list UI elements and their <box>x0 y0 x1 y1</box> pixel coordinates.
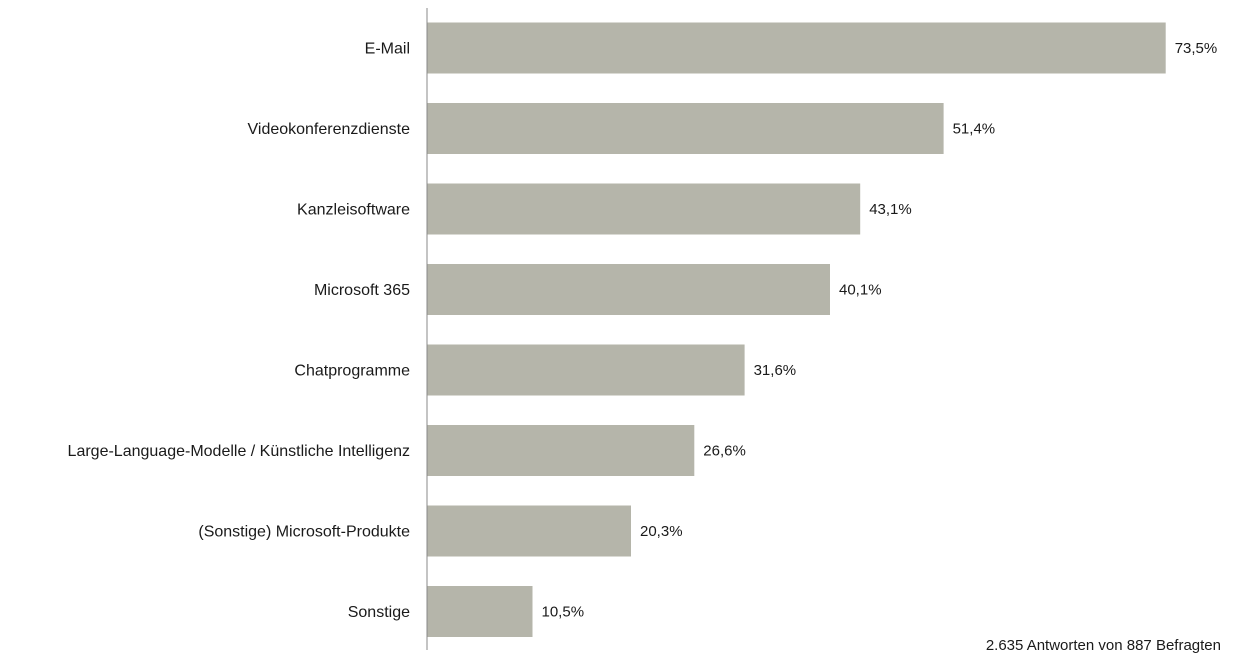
value-label-2: 43,1% <box>869 201 912 218</box>
bar-7 <box>427 586 533 637</box>
value-label-7: 10,5% <box>542 604 585 621</box>
value-label-5: 26,6% <box>703 443 746 460</box>
value-label-4: 31,6% <box>754 362 797 379</box>
value-label-6: 20,3% <box>640 523 683 540</box>
labels-layer: E-Mail 73,5% Videokonferenzdienste 51,4% Kan… <box>68 40 1218 621</box>
category-label-7: Sonstige <box>348 604 410 621</box>
category-label-3: Microsoft 365 <box>314 282 410 299</box>
bar-3 <box>427 264 830 315</box>
bar-6 <box>427 505 631 557</box>
category-label-6: (Sonstige) Microsoft-Produkte <box>198 524 410 541</box>
category-label-1: Videokonferenzdienste <box>248 121 411 138</box>
bar-1 <box>427 103 944 154</box>
category-label-5: Large-Language-Modelle / Künstliche Inte… <box>68 443 410 460</box>
bar-5 <box>427 425 695 476</box>
bars-layer <box>427 22 1166 637</box>
bar-0 <box>427 22 1166 74</box>
category-label-0: E-Mail <box>365 41 410 58</box>
bar-4 <box>427 344 745 396</box>
chart-footnote: 2.635 Antworten von 887 Befragten <box>985 637 1221 654</box>
value-label-3: 40,1% <box>839 282 882 299</box>
value-label-0: 73,5% <box>1175 40 1218 57</box>
category-label-2: Kanzleisoftware <box>297 202 410 219</box>
value-label-1: 51,4% <box>953 121 996 138</box>
category-label-4: Chatprogramme <box>294 363 410 380</box>
bar-2 <box>427 183 861 235</box>
